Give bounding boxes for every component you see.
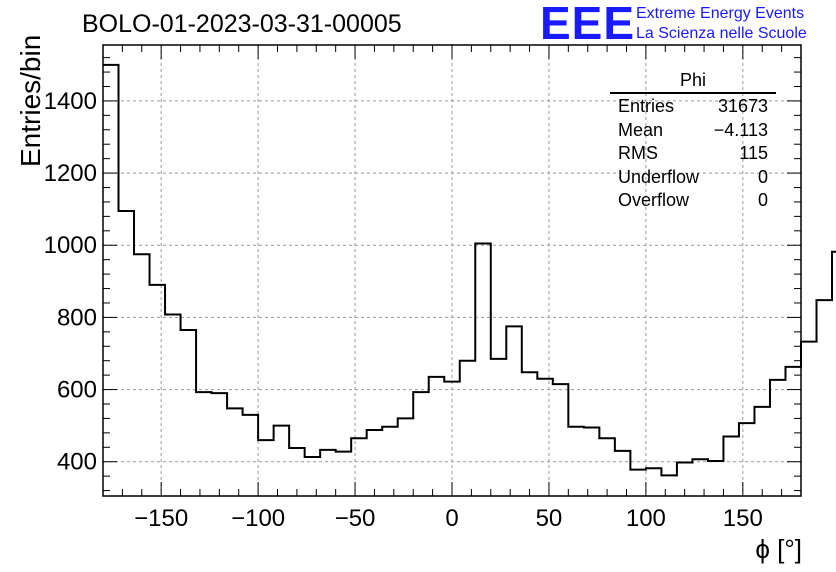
stats-row-overflow: Overflow 0 [610, 190, 776, 214]
eee-logo: EEE [540, 0, 636, 49]
x-tick-label: 50 [536, 505, 563, 532]
x-tick-label: −50 [335, 505, 376, 532]
stats-row-mean: Mean −4.113 [610, 120, 776, 144]
histogram-bin [817, 300, 833, 496]
histogram-bin [708, 461, 724, 496]
histogram-bin [212, 393, 228, 496]
histogram-bin [274, 426, 290, 496]
histogram-bin [491, 359, 507, 496]
histogram-bin [630, 470, 646, 496]
histogram-bin [196, 392, 212, 496]
histogram-bin [382, 427, 398, 496]
histogram-outline [103, 63, 836, 477]
histogram-bin [475, 243, 491, 496]
stats-value: 0 [757, 166, 768, 187]
histogram-bin [413, 392, 429, 496]
stats-row-underflow: Underflow 0 [610, 167, 776, 191]
logo-line-2: La Scienza nelle Scuole [636, 25, 807, 42]
histogram-bin [553, 384, 569, 496]
y-tick-label: 800 [57, 304, 97, 331]
histogram-bin [692, 459, 708, 496]
histogram-bin [367, 430, 383, 496]
y-tick-label: 1000 [44, 232, 97, 259]
x-tick-label: 100 [626, 505, 666, 532]
histogram-bin [258, 440, 274, 496]
histogram-bin [801, 342, 817, 496]
histogram-bin [429, 377, 445, 496]
histogram-bin [336, 452, 352, 496]
histogram-bin [305, 457, 321, 496]
histogram-bin [119, 211, 135, 496]
x-tick-label: 150 [723, 505, 763, 532]
y-tick-label: 600 [57, 377, 97, 404]
stats-box: Phi Entries 31673 Mean −4.113 RMS 115 Un… [610, 70, 776, 214]
histogram-bin [646, 468, 662, 496]
histogram-bin [134, 254, 150, 496]
histogram-bin [398, 418, 414, 496]
histogram-bin [723, 436, 739, 496]
histogram-bin [615, 451, 631, 496]
histogram-bin [320, 450, 336, 496]
x-tick-label: −150 [134, 505, 188, 532]
histogram-bin [181, 330, 197, 496]
y-tick-label: 1400 [44, 88, 97, 115]
stats-label: Underflow [618, 166, 700, 187]
histogram-bin [754, 407, 770, 496]
histogram-bin [522, 372, 538, 496]
x-tick-label: −100 [231, 505, 285, 532]
stats-label: Mean [618, 119, 664, 140]
y-tick-label: 400 [57, 449, 97, 476]
histogram-bin [150, 285, 166, 496]
stats-row-rms: RMS 115 [610, 143, 776, 167]
eee-logo-text: Extreme Energy Events La Scienza nelle S… [636, 4, 807, 44]
stats-title: Phi [610, 70, 776, 94]
stats-value: −4.113 [713, 119, 768, 140]
stats-row-entries: Entries 31673 [610, 96, 776, 120]
stats-label: Overflow [618, 190, 690, 210]
y-tick-label: 1200 [44, 160, 97, 187]
stats-value: 115 [739, 143, 768, 163]
histogram-bin [460, 361, 476, 496]
histogram-bin [568, 427, 584, 496]
stats-value: 0 [757, 190, 768, 210]
chart-title: BOLO-01-2023-03-31-00005 [82, 10, 402, 38]
histogram-bin [289, 448, 305, 496]
histogram-bin [506, 326, 522, 496]
histogram-bin [599, 438, 615, 496]
histogram-bin [770, 380, 786, 496]
stats-label: RMS [618, 143, 658, 163]
stats-label: Entries [618, 96, 675, 116]
histogram-bin [739, 423, 755, 496]
y-axis-label: Entries/bin [15, 34, 46, 167]
x-axis-label: ϕ [°] [755, 534, 802, 564]
stats-value: 31673 [717, 96, 768, 116]
histogram-bin [243, 415, 259, 496]
histogram-bin [165, 315, 181, 496]
logo-line-1: Extreme Energy Events [636, 5, 805, 22]
histogram-bin [661, 475, 677, 496]
histogram-bin [537, 379, 553, 496]
histogram-bin [351, 438, 367, 496]
x-tick-label: 0 [445, 505, 458, 532]
histogram-bin [227, 408, 243, 496]
